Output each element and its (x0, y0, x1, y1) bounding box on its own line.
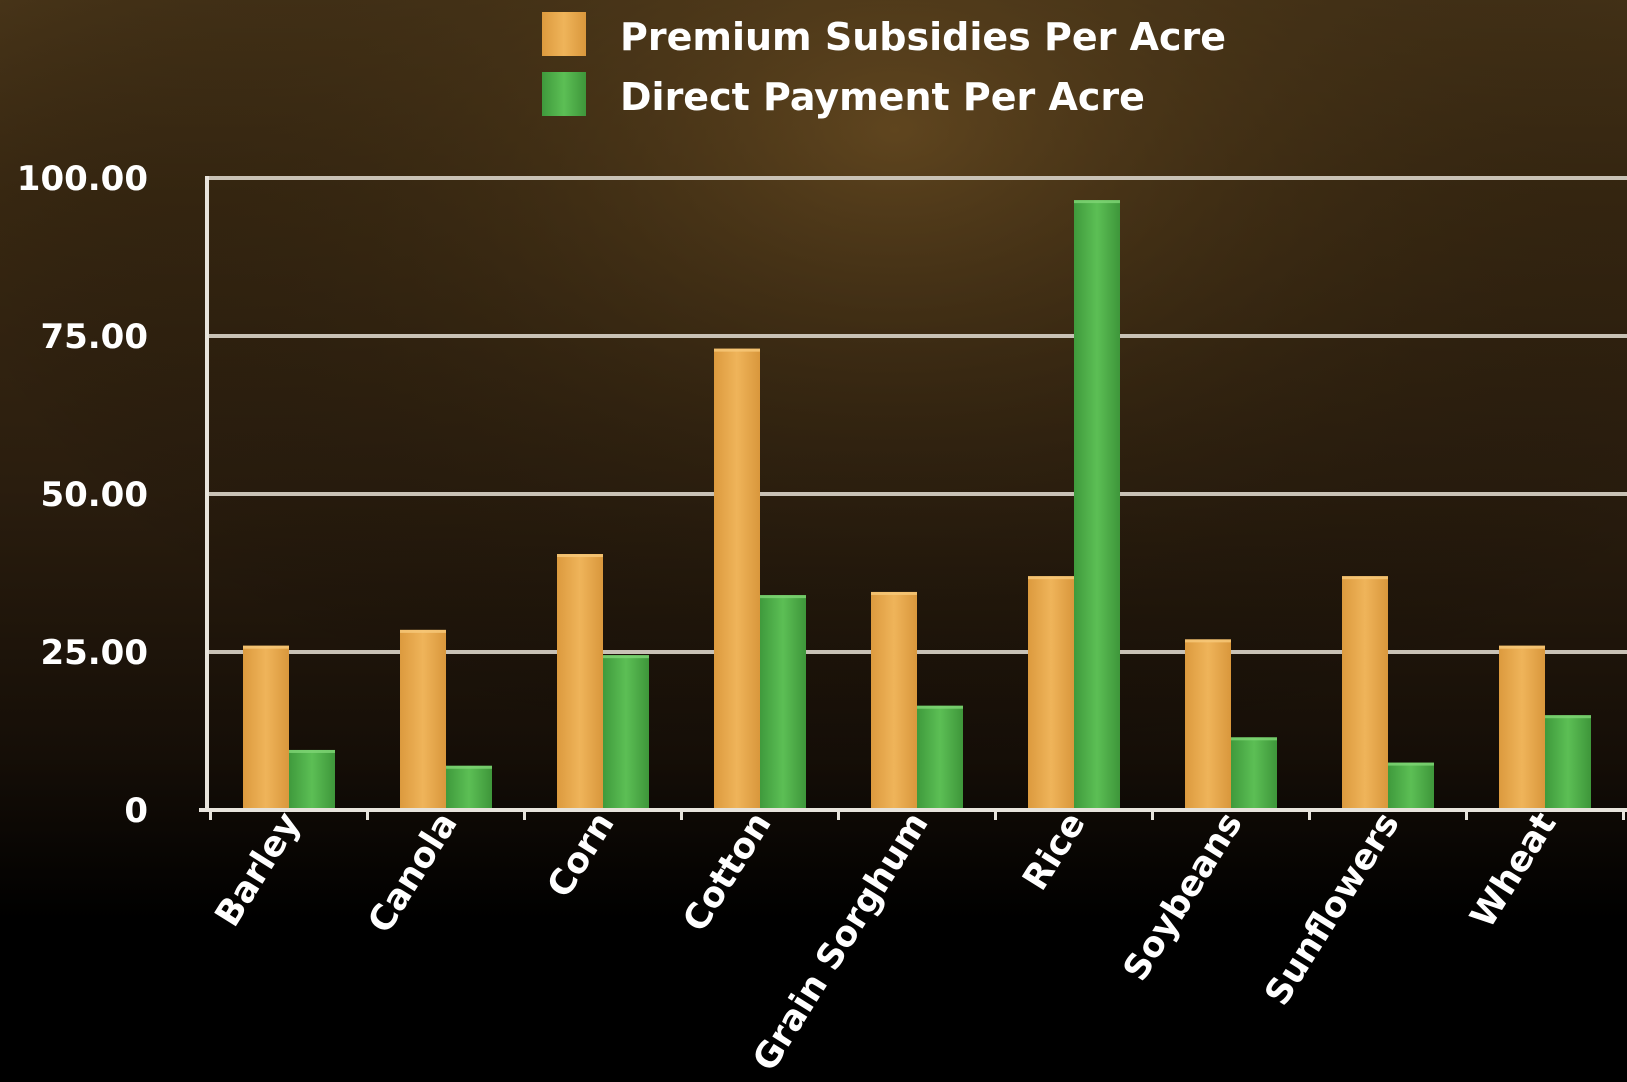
bar-highlight-1-3 (760, 595, 806, 599)
bar-direct-grain-sorghum (917, 705, 963, 810)
bar-highlight-0-7 (1342, 576, 1388, 580)
bar-premium-cotton (714, 348, 760, 810)
y-tick-label-0: 0 (124, 791, 148, 831)
x-axis-ticks (209, 810, 1625, 820)
bar-highlight-0-2 (557, 554, 603, 558)
legend-swatch-direct (542, 72, 586, 116)
bar-highlight-1-5 (1074, 200, 1120, 204)
bar-highlight-1-8 (1545, 715, 1591, 719)
bar-highlight-0-8 (1499, 645, 1545, 649)
bar-highlight-0-4 (871, 591, 917, 595)
bar-premium-grain-sorghum (871, 591, 917, 810)
y-tick-label-4: 100.00 (17, 159, 148, 199)
bar-highlight-0-6 (1185, 639, 1231, 643)
bar-direct-rice (1074, 200, 1120, 810)
bar-highlight-1-1 (446, 765, 492, 769)
y-axis-tick-labels: 0 25.00 50.00 75.00 100.00 (17, 159, 148, 831)
bar-premium-soybeans (1185, 639, 1231, 810)
legend-swatch-premium (542, 12, 586, 56)
bar-direct-corn (603, 655, 649, 810)
bar-highlight-1-6 (1231, 737, 1277, 741)
bar-highlight-0-0 (243, 645, 289, 649)
bar-premium-rice (1028, 576, 1074, 810)
bar-highlight-0-5 (1028, 576, 1074, 580)
y-tick-label-3: 75.00 (40, 317, 148, 357)
bar-direct-cotton (760, 595, 806, 810)
legend-label-premium: Premium Subsidies Per Acre (620, 15, 1226, 59)
bar-direct-soybeans (1231, 737, 1277, 810)
bar-highlight-1-7 (1388, 762, 1434, 766)
axes (199, 176, 1627, 812)
legend: Premium Subsidies Per Acre Direct Paymen… (542, 12, 1226, 119)
y-tick-label-1: 25.00 (40, 633, 148, 673)
legend-label-direct: Direct Payment Per Acre (620, 75, 1145, 119)
bar-direct-canola (446, 765, 492, 810)
bar-premium-barley (243, 645, 289, 810)
bar-highlight-0-1 (400, 629, 446, 633)
y-tick-label-2: 50.00 (40, 475, 148, 515)
bar-premium-canola (400, 629, 446, 810)
bar-premium-corn (557, 554, 603, 810)
bar-highlight-1-2 (603, 655, 649, 659)
bar-direct-barley (289, 749, 335, 810)
bar-direct-sunflowers (1388, 762, 1434, 810)
bar-highlight-1-4 (917, 705, 963, 709)
bar-highlight-0-3 (714, 348, 760, 352)
bars (243, 200, 1591, 810)
bar-premium-wheat (1499, 645, 1545, 810)
bar-direct-wheat (1545, 715, 1591, 810)
bar-premium-sunflowers (1342, 576, 1388, 810)
bar-highlight-1-0 (289, 749, 335, 753)
